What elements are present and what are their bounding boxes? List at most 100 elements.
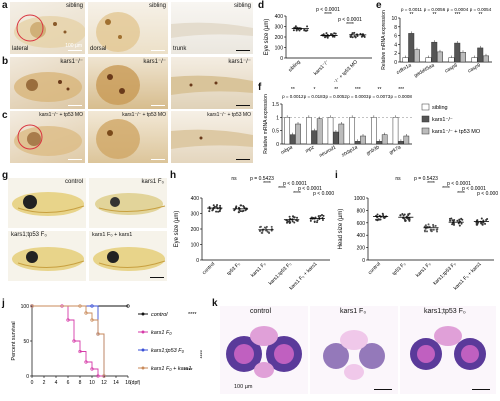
data-point [303,29,306,32]
bar-2 [360,135,366,145]
x-tick-label: kars1;tp53 F₀ [432,261,457,286]
bar-0 [448,57,455,63]
data-point [319,214,322,217]
data-point [294,25,297,28]
p-value: p = 0.5423 [250,176,274,182]
histology-kars1-f0: kars1 F₀ [310,306,398,394]
data-point [305,29,308,32]
data-point [432,223,435,226]
data-point [475,221,478,224]
y-tick-label: 2 [394,51,397,57]
data-point [334,32,337,35]
legend-marker [141,312,145,316]
data-point [406,217,409,220]
data-point [237,211,240,214]
data-point [481,223,484,226]
scale-bar-k3 [472,388,490,390]
significance-stars: *** [398,87,404,93]
tag-trunk: trunk [173,46,187,52]
data-point [375,218,378,221]
bar-1 [408,33,415,63]
data-point [324,35,327,38]
data-point [426,225,429,228]
p-value: p = 0.0183 [304,94,326,99]
histology-control: control 100 µm [220,306,308,394]
significance-stars: **** [188,312,197,318]
bar-0 [349,117,356,145]
data-point [361,35,364,38]
data-point [408,218,411,221]
data-point [423,230,426,233]
significance-stars: **** [196,350,202,359]
y-tick-label: 200 [191,227,200,233]
data-point [379,218,382,221]
data-point [363,35,366,38]
data-point [482,219,485,222]
x-tick-label: 10 [89,380,95,386]
bar-1 [477,47,484,63]
p-value: p < 0.0001 [298,186,322,192]
legend-label: kars1⁻/⁻ [432,117,453,123]
x-tick-label: 8 [79,380,82,386]
p-value: p = 0.0054 [470,7,492,12]
significance-stars: **** [293,191,301,197]
data-point [376,213,379,216]
x-tick-label: mbpa [280,144,294,156]
scale-bar-a3 [236,49,250,51]
x-axis-label: (dpf) [130,380,141,386]
data-point [293,221,296,224]
legend-label: kars1⁻/⁻ + tp53 MO [432,129,481,135]
data-point [291,220,294,223]
data-point [219,204,222,207]
bar-0 [471,57,478,63]
micrograph-b-lateral: kars1⁻/⁻ [10,57,85,109]
scale-label-k: 100 µm [234,384,253,390]
p-value: p < 0.0001 [447,181,471,187]
x-tick-label: 14 [113,380,119,386]
data-point [460,222,463,225]
significance-stars: ** [410,12,414,18]
data-point [333,32,336,35]
data-point [432,228,435,231]
x-tick-label: 12 [101,380,107,386]
scale-bar-k2 [374,388,392,390]
data-point [208,210,211,213]
significance-stars: **** [263,181,271,187]
micrograph-c-lateral: kars1⁻/⁻ + tp53 MO [10,111,85,163]
significance-stars: **** [427,181,435,187]
bar-0 [284,117,291,145]
data-point [287,220,290,223]
y-tick-label: 400 [191,196,200,202]
p-value: p = 0.5423 [414,176,438,182]
data-point [239,210,242,213]
data-point [452,222,455,225]
data-point [356,35,359,38]
bar-2 [381,134,388,145]
bar-0 [327,117,334,145]
data-point [309,219,312,222]
label-k-kars1: kars1 F₀ [340,308,367,315]
bar-1 [398,141,404,145]
bar-1 [289,134,296,145]
panel-letter-f: f [258,82,262,93]
data-point [291,215,294,218]
data-point [351,32,354,35]
scale-bar-a [68,49,82,51]
data-point [213,205,216,208]
legend-marker [141,366,145,370]
data-point [233,209,236,212]
bar-1 [333,131,339,145]
data-point [426,230,429,233]
histology-kars1-tp53-f0: kars1;tp53 F₀ [400,306,496,394]
data-point [267,231,270,234]
data-point [288,222,291,225]
chart-e-expression: 0 2 4 6 8 10 Relative mRNA expression cdkn1a gad… [381,7,492,79]
y-tick-label: 0 [26,374,29,380]
panel-letter-h: h [170,170,177,181]
label-sibling-3: sibling [233,3,251,9]
data-point [270,225,273,228]
bar-2 [316,118,323,145]
data-point [288,215,291,218]
p-value: p = 0.0004 [447,7,469,12]
data-point [242,205,245,208]
